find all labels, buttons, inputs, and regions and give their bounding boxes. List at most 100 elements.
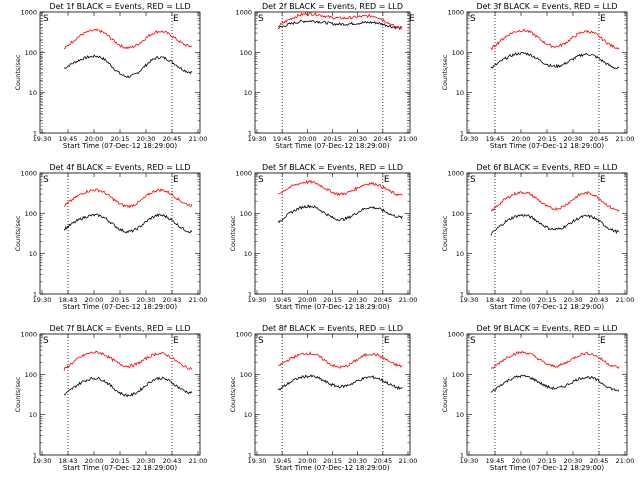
y-tick-label: 1000 <box>235 170 252 178</box>
y-tick-label: 100 <box>452 371 464 379</box>
x-tick-label: 20:43 <box>163 457 182 465</box>
y-tick-label: 10 <box>29 411 37 419</box>
x-axis-label: Start Time (07-Dec-12 18:29:00) <box>63 303 177 311</box>
panel-det-4f: Det 4f BLACK = Events, RED = LLD 1 10 100 10… <box>14 163 207 311</box>
start-marker: S <box>43 175 49 185</box>
y-tick-label: 100 <box>452 49 464 57</box>
series-events-line <box>277 19 403 31</box>
chart-title: Det 2f BLACK = Events, RED = LLD <box>262 2 403 11</box>
y-tick-label: 10 <box>29 89 37 97</box>
x-tick-label: 19:45 <box>273 457 292 465</box>
x-tick-label: 21:00 <box>399 135 418 143</box>
x-axis-label: Start Time (07-Dec-12 18:29:00) <box>275 464 389 472</box>
series-lld-line <box>278 179 403 197</box>
panel-det-9f: Det 9f BLACK = Events, RED = LLD 1 10 100 10… <box>441 324 634 472</box>
x-tick-label: 19:45 <box>486 457 505 465</box>
x-tick-label: 18:43 <box>59 457 78 465</box>
x-tick-label: 18:43 <box>59 296 78 304</box>
x-tick-label: 21:00 <box>399 457 418 465</box>
x-tick-label: 20:30 <box>564 296 583 304</box>
panel-det-8f: Det 8f BLACK = Events, RED = LLD 1 10 100 10… <box>229 324 417 472</box>
x-tick-label: 20:00 <box>298 296 317 304</box>
x-tick-label: 19:30 <box>33 457 52 465</box>
y-tick-label: 100 <box>240 371 252 379</box>
y-axis-label: Counts/sec <box>441 54 449 90</box>
y-axis-label: Counts/sec <box>441 215 449 251</box>
x-tick-label: 20:30 <box>137 296 156 304</box>
x-tick-label: 19:30 <box>460 135 479 143</box>
x-axis-label: Start Time (07-Dec-12 18:29:00) <box>63 142 177 150</box>
series-events-line <box>63 213 193 234</box>
start-marker: S <box>43 336 49 346</box>
plot-frame <box>254 172 411 295</box>
y-tick-label: 10 <box>244 89 252 97</box>
y-tick-label: 1000 <box>447 9 464 17</box>
series-events-line <box>490 213 620 236</box>
x-tick-label: 20:45 <box>373 457 392 465</box>
x-tick-label: 20:15 <box>111 457 130 465</box>
plot-frame <box>254 11 411 134</box>
x-tick-label: 20:45 <box>373 296 392 304</box>
x-tick-label: 20:45 <box>590 457 609 465</box>
x-axis-label: Start Time (07-Dec-12 18:29:00) <box>490 464 604 472</box>
series-lld-line <box>490 190 620 212</box>
series-lld-line <box>63 188 193 209</box>
series-lld-line <box>63 350 193 371</box>
end-marker: E <box>384 175 390 185</box>
panel-det-2f: Det 2f BLACK = Events, RED = LLD 1 10 100 10… <box>235 2 417 150</box>
x-tick-label: 20:00 <box>298 457 317 465</box>
series-lld-line <box>278 11 403 30</box>
x-tick-label: 19:30 <box>33 296 52 304</box>
y-tick-label: 1 <box>460 452 464 460</box>
x-tick-label: 20:15 <box>538 457 557 465</box>
x-tick-label: 20:15 <box>323 135 342 143</box>
x-tick-label: 21:00 <box>399 296 418 304</box>
panel-det-5f: Det 5f BLACK = Events, RED = LLD 1 10 100 10… <box>229 163 417 311</box>
x-tick-label: 20:00 <box>298 135 317 143</box>
y-tick-label: 10 <box>456 411 464 419</box>
end-marker: E <box>173 175 179 185</box>
start-marker: S <box>470 175 476 185</box>
y-tick-label: 100 <box>240 210 252 218</box>
x-tick-label: 21:00 <box>189 457 208 465</box>
y-tick-label: 1000 <box>20 331 37 339</box>
chart-title: Det 7f BLACK = Events, RED = LLD <box>49 324 190 333</box>
panel-det-6f: Det 6f BLACK = Events, RED = LLD 1 10 100 10… <box>441 163 634 311</box>
x-tick-label: 20:30 <box>564 135 583 143</box>
x-tick-label: 21:00 <box>189 296 208 304</box>
x-tick-label: 19:45 <box>273 135 292 143</box>
y-tick-label: 1000 <box>235 9 252 17</box>
y-tick-label: 100 <box>452 210 464 218</box>
x-tick-label: 20:15 <box>111 135 130 143</box>
x-tick-label: 20:45 <box>590 135 609 143</box>
start-marker: S <box>258 336 264 346</box>
chart-title: Det 4f BLACK = Events, RED = LLD <box>49 163 190 172</box>
y-axis-label: Counts/sec <box>229 215 237 251</box>
x-tick-label: 20:15 <box>323 296 342 304</box>
x-tick-label: 19:30 <box>248 135 267 143</box>
x-tick-label: 20:30 <box>348 135 367 143</box>
plot-frame <box>254 333 411 456</box>
x-tick-label: 20:00 <box>85 457 104 465</box>
y-tick-label: 1 <box>460 291 464 299</box>
y-tick-label: 1000 <box>447 170 464 178</box>
y-axis-label: Counts/sec <box>14 215 22 251</box>
y-tick-label: 1 <box>248 291 252 299</box>
x-tick-label: 20:45 <box>163 135 182 143</box>
start-marker: S <box>470 336 476 346</box>
y-tick-label: 1 <box>33 452 37 460</box>
plot-frame <box>39 11 201 134</box>
end-marker: E <box>600 336 606 346</box>
x-tick-label: 20:15 <box>538 135 557 143</box>
x-tick-label: 19:30 <box>460 457 479 465</box>
plot-frame <box>466 172 628 295</box>
x-axis-label: Start Time (07-Dec-12 18:29:00) <box>490 142 604 150</box>
series-lld-line <box>278 351 403 369</box>
end-marker: E <box>384 336 390 346</box>
y-tick-label: 100 <box>25 210 37 218</box>
x-tick-label: 20:30 <box>137 457 156 465</box>
series-lld-line <box>63 28 192 50</box>
y-tick-label: 1 <box>33 291 37 299</box>
x-axis-label: Start Time (07-Dec-12 18:29:00) <box>275 303 389 311</box>
